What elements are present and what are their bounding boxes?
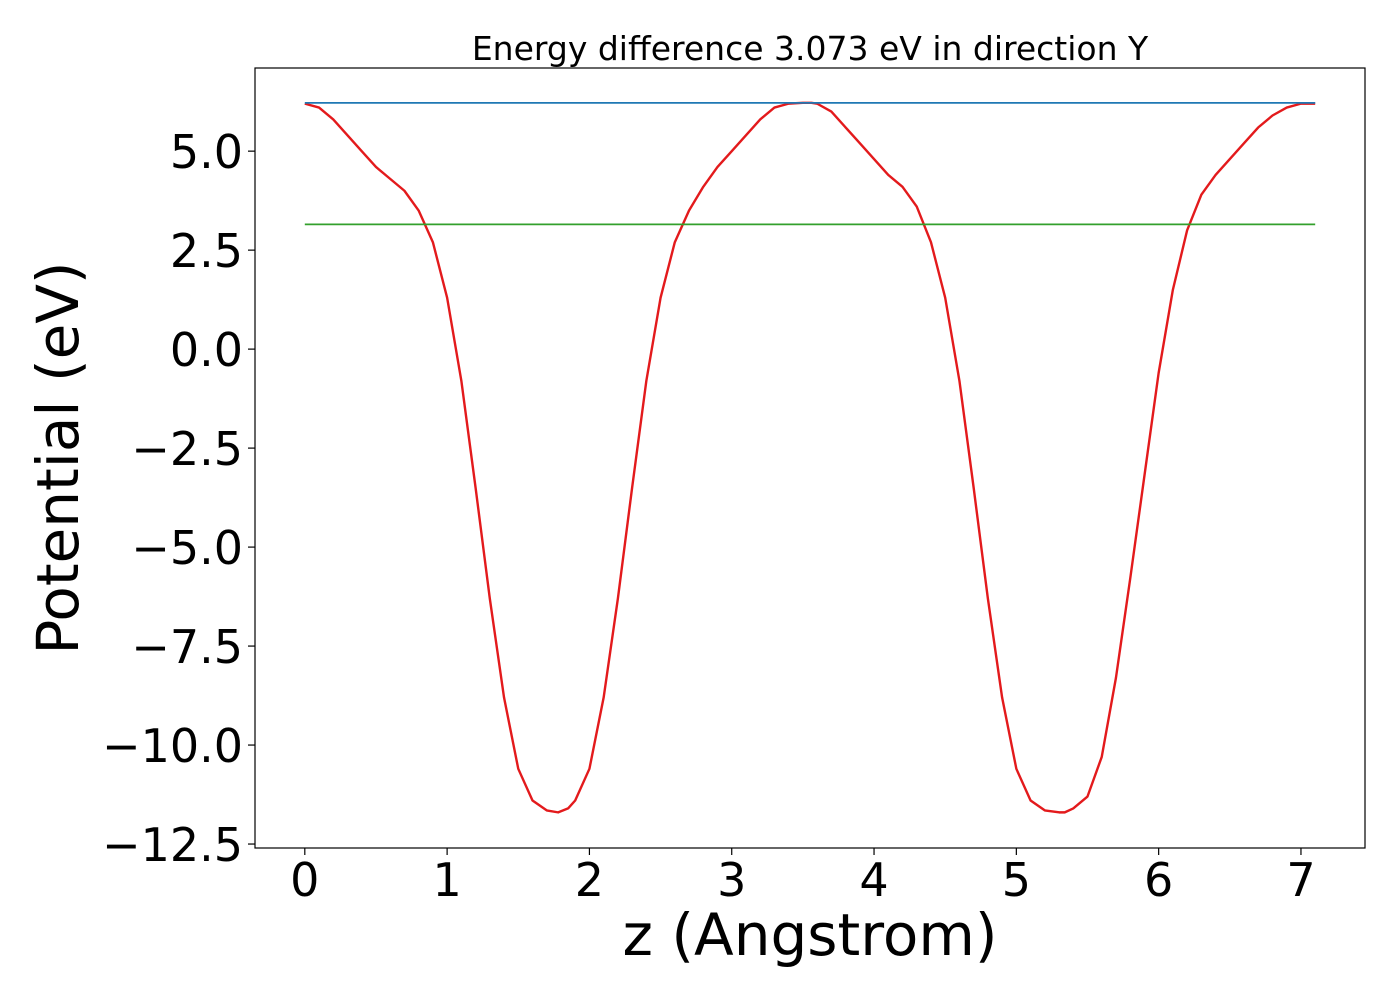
y-tick-label: −5.0 xyxy=(131,521,243,575)
plot-area-frame xyxy=(254,67,1366,849)
y-tick-label: −10.0 xyxy=(102,719,243,773)
y-tick-label: −2.5 xyxy=(131,422,243,476)
x-tick-label: 2 xyxy=(575,853,604,907)
y-tick-label: −7.5 xyxy=(131,620,243,674)
x-tick-label: 6 xyxy=(1144,853,1173,907)
y-axis-label: Potential (eV) xyxy=(24,261,92,654)
x-axis-label: z (Angstrom) xyxy=(623,901,998,969)
x-tick-label: 3 xyxy=(717,853,746,907)
x-tick-label: 1 xyxy=(432,853,461,907)
x-tick-label: 4 xyxy=(859,853,888,907)
y-tick-label: −12.5 xyxy=(102,818,243,872)
y-tick-label: 0.0 xyxy=(170,323,243,377)
y-tick-label: 5.0 xyxy=(170,125,243,179)
potential-curve-line xyxy=(304,101,1316,814)
x-tick-label: 7 xyxy=(1286,853,1315,907)
y-tick-label: 2.5 xyxy=(170,224,243,278)
x-tick-label: 5 xyxy=(1002,853,1031,907)
chart-title: Energy difference 3.073 eV in direction … xyxy=(472,29,1149,68)
x-tick-label: 0 xyxy=(290,853,319,907)
y-axis-ticks: 5.0 2.5 0.0 −2.5 −5.0 −7.5 −10.0 −12.5 xyxy=(102,125,255,872)
series-layer xyxy=(304,101,1316,814)
x-axis-ticks: 0 1 2 3 4 5 6 7 xyxy=(290,848,1316,907)
